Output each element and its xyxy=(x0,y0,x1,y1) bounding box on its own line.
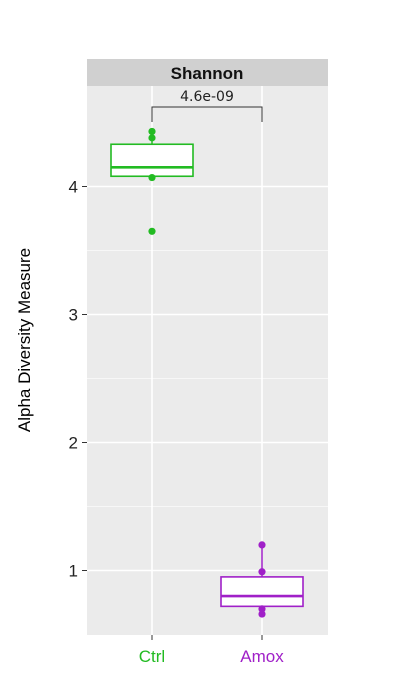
y-axis-title: Alpha Diversity Measure xyxy=(15,248,34,432)
y-tick-label: 3 xyxy=(69,306,78,325)
data-point-ctrl xyxy=(148,134,156,142)
significance-bracket: 4.6e-09 xyxy=(151,89,263,122)
box-body xyxy=(110,143,194,178)
plot-panel xyxy=(87,86,328,635)
box-body xyxy=(220,576,304,608)
y-tick-label: 4 xyxy=(69,178,78,197)
minor-gridlines xyxy=(87,250,328,507)
y-axis: 1 2 3 4 xyxy=(69,178,87,581)
data-point-amox xyxy=(258,605,266,613)
box-amox xyxy=(220,544,304,612)
data-point-amox xyxy=(258,568,266,576)
data-point-ctrl xyxy=(148,227,156,235)
y-tick-label: 2 xyxy=(69,434,78,453)
data-points xyxy=(148,127,266,618)
p-value-label: 4.6e-09 xyxy=(180,89,234,105)
facet-title: Shannon xyxy=(171,64,244,83)
x-tick-label-ctrl: Ctrl xyxy=(139,647,165,666)
x-tick-label-amox: Amox xyxy=(240,647,284,666)
data-point-ctrl xyxy=(148,127,156,136)
data-point-ctrl xyxy=(148,173,156,182)
x-axis: Ctrl Amox xyxy=(139,635,284,666)
facet-strip xyxy=(87,59,328,86)
y-tick-label: 1 xyxy=(69,562,78,581)
data-point-amox xyxy=(258,610,266,618)
data-point-amox xyxy=(258,541,266,549)
bracket-line xyxy=(151,106,263,122)
